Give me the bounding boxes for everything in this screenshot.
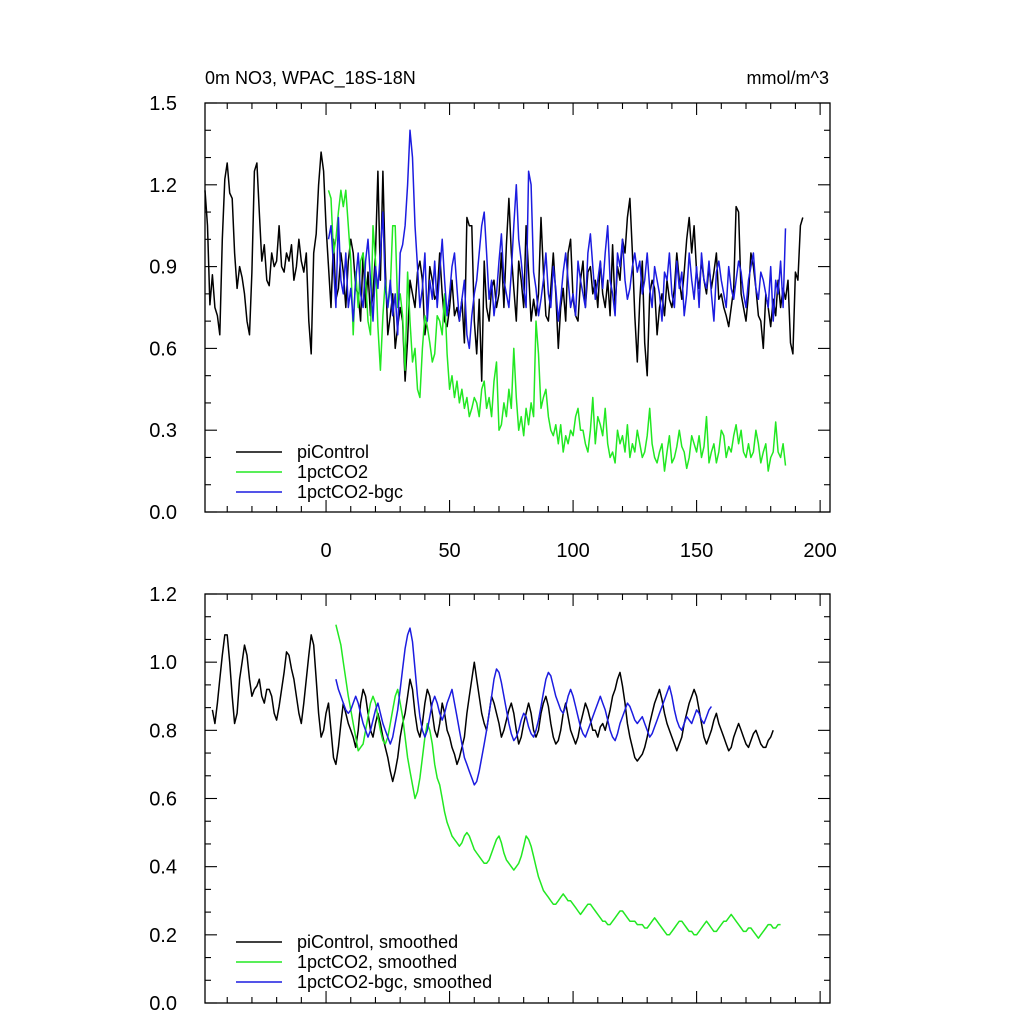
y-tick-label: 0.6 [149, 789, 177, 811]
y-tick-label: 0.0 [149, 993, 177, 1015]
y-tick-label: 1.2 [149, 584, 177, 606]
legend-label: 1pctCO2, smoothed [297, 952, 457, 972]
series-line-1pctco2 [327, 189, 787, 472]
bottom-data-lines [211, 624, 781, 939]
top-axis-labels: 0 50 100 150 200 0.0 0.3 0.6 0.9 1.2 1.5 [149, 93, 837, 562]
y-tick-label: 0.3 [149, 420, 177, 442]
bottom-panel: 0.0 0.2 0.4 0.6 0.8 1.0 1.2 piControl, smoothe… [149, 584, 831, 1015]
bottom-axis-ticks [205, 593, 830, 1004]
x-tick-label: 100 [556, 540, 589, 562]
x-tick-label: 200 [803, 540, 836, 562]
top-chart-title: 0m NO3, WPAC_18S-18N [205, 68, 416, 89]
y-tick-label: 0.8 [149, 720, 177, 742]
series-line-picontrol-smoothed [211, 634, 774, 783]
y-tick-label: 1.0 [149, 652, 177, 674]
y-tick-label: 0.9 [149, 257, 177, 279]
legend-label: piControl [297, 442, 369, 462]
bottom-axis-labels: 0.0 0.2 0.4 0.6 0.8 1.0 1.2 [149, 584, 177, 1015]
y-tick-label: 0.0 [149, 502, 177, 524]
x-tick-label: 150 [680, 540, 713, 562]
top-chart-units: mmol/m^3 [747, 68, 829, 88]
legend-label: 1pctCO2-bgc [297, 482, 403, 502]
legend-label: 1pctCO2 [297, 462, 368, 482]
y-tick-label: 0.2 [149, 925, 177, 947]
y-tick-label: 0.4 [149, 857, 177, 879]
legend-label: piControl, smoothed [297, 932, 458, 952]
top-data-lines [204, 129, 804, 472]
x-tick-label: 50 [438, 540, 460, 562]
legend-label: 1pctCO2-bgc, smoothed [297, 972, 492, 992]
y-tick-label: 1.2 [149, 175, 177, 197]
top-panel: 0m NO3, WPAC_18S-18N mmol/m^3 0 50 100 150 2… [149, 68, 837, 562]
series-line-1pctco2-smoothed [335, 624, 781, 939]
series-line-1pctco2-bgc [327, 129, 787, 350]
x-tick-label: 0 [320, 540, 331, 562]
top-axis-ticks [205, 102, 830, 513]
top-plot-frame [204, 102, 831, 513]
y-tick-label: 1.5 [149, 93, 177, 115]
y-tick-label: 0.6 [149, 338, 177, 360]
series-line-1pctco2-bgc-smoothed [335, 627, 713, 786]
